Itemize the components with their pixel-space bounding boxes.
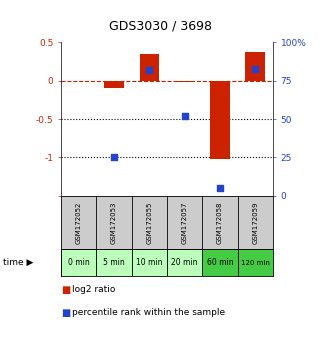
Text: 60 min: 60 min (207, 258, 233, 267)
Text: time ▶: time ▶ (3, 258, 34, 267)
Text: GSM172059: GSM172059 (252, 201, 258, 244)
Bar (140, 54, 159, 81)
Point (217, 185, 222, 191)
Text: percentile rank within the sample: percentile rank within the sample (72, 308, 225, 317)
Point (147, 67, 152, 73)
Bar (246, 52, 265, 81)
Bar (61, 249, 96, 276)
Bar (210, 81, 230, 159)
Bar (167, 249, 202, 276)
Text: 120 min: 120 min (241, 260, 270, 266)
Text: GSM172055: GSM172055 (146, 201, 152, 244)
Text: ■: ■ (61, 308, 70, 318)
Text: 10 min: 10 min (136, 258, 162, 267)
Text: GDS3030 / 3698: GDS3030 / 3698 (109, 19, 212, 33)
Text: ■: ■ (61, 285, 70, 295)
Text: 20 min: 20 min (171, 258, 198, 267)
Point (182, 113, 187, 119)
Text: GSM172058: GSM172058 (217, 201, 223, 244)
Text: GSM172053: GSM172053 (111, 201, 117, 244)
Bar (202, 249, 238, 276)
Bar (132, 249, 167, 276)
Bar (104, 81, 124, 88)
Bar (238, 249, 273, 276)
Text: 0 min: 0 min (68, 258, 90, 267)
Point (111, 155, 117, 160)
Text: log2 ratio: log2 ratio (72, 285, 116, 294)
Text: GSM172052: GSM172052 (76, 201, 82, 244)
Bar (96, 249, 132, 276)
Text: GSM172057: GSM172057 (182, 201, 187, 244)
Point (253, 66, 258, 72)
Bar (175, 81, 194, 82)
Text: 5 min: 5 min (103, 258, 125, 267)
